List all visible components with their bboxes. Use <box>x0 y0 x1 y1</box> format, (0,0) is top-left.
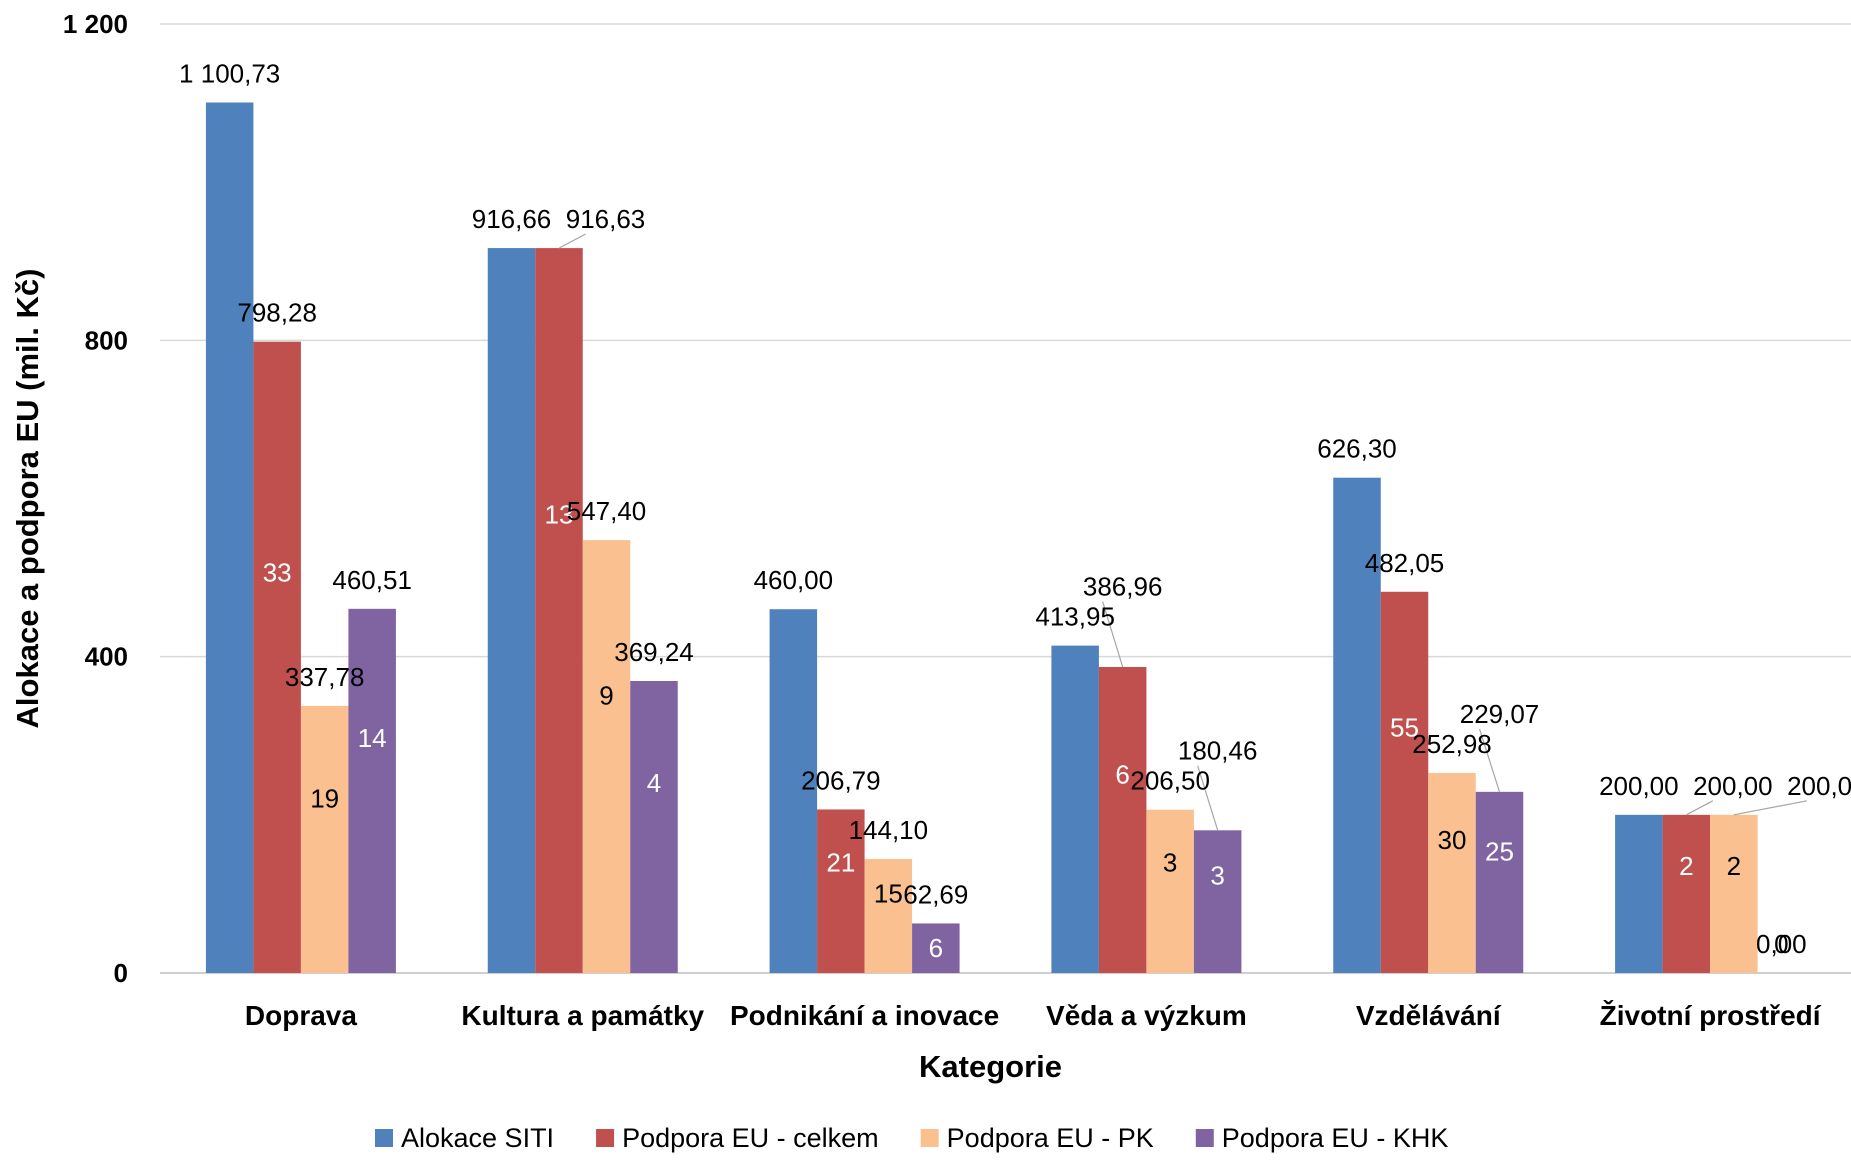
leader-line <box>1733 800 1807 816</box>
bar-value-label: 916,66 <box>472 204 552 234</box>
bar <box>1051 645 1099 973</box>
bar <box>535 248 583 973</box>
bar <box>1428 772 1476 973</box>
bars <box>205 102 1758 974</box>
bar-value-label: 460,00 <box>754 565 834 595</box>
bar-value-label: 413,95 <box>1035 602 1115 632</box>
bar-count-label: 0 <box>1774 929 1788 959</box>
legend-swatch <box>375 1129 393 1147</box>
x-tick-label: Podnikání a inovace <box>730 1000 999 1031</box>
y-tick-label: 1 200 <box>63 9 128 39</box>
bar <box>1662 814 1711 973</box>
legend-swatch <box>596 1129 615 1147</box>
bar-count-label: 19 <box>310 783 339 813</box>
bar-value-label: 206,79 <box>801 765 881 795</box>
bar-value-label: 206,50 <box>1130 766 1210 796</box>
x-tick-label: Kultura a památky <box>461 1000 704 1031</box>
x-axis-ticks: Doprava Kultura a památky Podnikání a inov… <box>245 1000 1822 1031</box>
y-tick-label: 400 <box>85 642 128 672</box>
x-tick-label: Věda a výzkum <box>1046 1000 1247 1031</box>
leader-lines <box>558 233 1807 831</box>
bar <box>912 923 960 973</box>
bar-count-label: 2 <box>1679 851 1693 881</box>
bar-value-label: 200,00 <box>1787 771 1851 801</box>
bar-value-label: 180,46 <box>1178 736 1258 766</box>
legend-swatch <box>920 1129 939 1147</box>
bar-value-label: 62,69 <box>903 879 968 909</box>
x-tick-label: Doprava <box>245 1000 357 1031</box>
bar-count-label: 25 <box>1485 837 1514 867</box>
bar-count-label: 55 <box>1390 713 1419 743</box>
bar-value-label: 369,24 <box>614 637 694 667</box>
bar-value-label: 626,30 <box>1317 434 1397 464</box>
x-axis-title: Kategorie <box>919 1049 1062 1084</box>
bar-count-label: 9 <box>599 681 613 711</box>
legend-label: Podpora EU - celkem <box>622 1123 879 1153</box>
bar-count-label: 4 <box>647 768 661 798</box>
bar-count-label: 2 <box>1727 851 1741 881</box>
legend-label: Podpora EU - PK <box>947 1123 1154 1153</box>
bar-value-label: 916,63 <box>566 204 646 234</box>
y-tick-label: 800 <box>85 325 128 355</box>
bar-value-label: 252,98 <box>1412 729 1492 759</box>
bar-value-label: 1 100,73 <box>179 59 280 89</box>
bar <box>769 609 818 973</box>
y-axis-ticks: 0 400 800 1 200 <box>63 9 128 988</box>
y-axis-title: Alokace a podpora EU (mil. Kč) <box>10 269 45 729</box>
bar <box>205 102 254 973</box>
bar <box>1146 809 1194 973</box>
bar-count-label: 3 <box>1210 861 1224 891</box>
bar-value-label: 144,10 <box>849 815 929 845</box>
leader-line <box>1102 601 1124 668</box>
legend-label: Podpora EU - KHK <box>1222 1123 1449 1153</box>
leader-line <box>558 233 586 249</box>
bar-value-label: 547,40 <box>567 496 647 526</box>
bar <box>630 680 678 973</box>
bar-count-label: 14 <box>358 723 387 753</box>
data-labels: 1 100,7333798,2819337,7814460,51916,6613… <box>179 59 1851 964</box>
bar <box>1710 814 1758 973</box>
bar-count-label: 30 <box>1438 825 1467 855</box>
bar <box>348 608 396 973</box>
bar <box>487 248 536 974</box>
leader-line <box>1686 800 1714 816</box>
x-tick-label: Vzdělávání <box>1356 1000 1502 1031</box>
bar-value-label: 482,05 <box>1365 548 1445 578</box>
bar-count-label: 13 <box>545 500 574 530</box>
bar-count-label: 15 <box>874 878 903 908</box>
bar <box>1333 477 1381 973</box>
bar-value-label: 0,00 <box>1756 929 1807 959</box>
bar-value-label: 200,00 <box>1693 771 1773 801</box>
legend-swatch <box>1195 1129 1214 1147</box>
bar <box>1615 814 1663 973</box>
x-tick-label: Životní prostředí <box>1600 1000 1822 1031</box>
bar-value-label: 337,78 <box>285 662 365 692</box>
bar-count-label: 33 <box>263 558 292 588</box>
bar-value-label: 229,07 <box>1460 699 1540 729</box>
bar-count-label: 21 <box>826 848 855 878</box>
y-tick-label: 0 <box>114 958 128 988</box>
bar-count-label: 3 <box>1163 848 1177 878</box>
leader-line <box>1197 765 1219 831</box>
bar-count-label: 6 <box>1115 759 1129 789</box>
bar <box>1475 791 1524 973</box>
legend-label: Alokace SITI <box>401 1123 554 1153</box>
bar <box>1098 666 1147 973</box>
bar-value-label: 386,96 <box>1083 572 1163 602</box>
leader-line <box>1478 728 1501 793</box>
gridlines <box>160 23 1851 974</box>
bar <box>864 859 913 973</box>
bar-count-label: 6 <box>929 933 943 963</box>
bar <box>817 809 865 973</box>
bar-value-label: 200,00 <box>1599 771 1679 801</box>
bar <box>300 705 349 973</box>
bar <box>1193 830 1242 973</box>
bar-value-label: 798,28 <box>237 298 317 328</box>
bar <box>253 341 301 973</box>
legend: Alokace SITI Podpora EU - celkem Podpora E… <box>375 1123 1448 1153</box>
bar-value-label: 460,51 <box>332 565 412 595</box>
bar <box>582 540 631 973</box>
bar <box>1380 591 1429 973</box>
